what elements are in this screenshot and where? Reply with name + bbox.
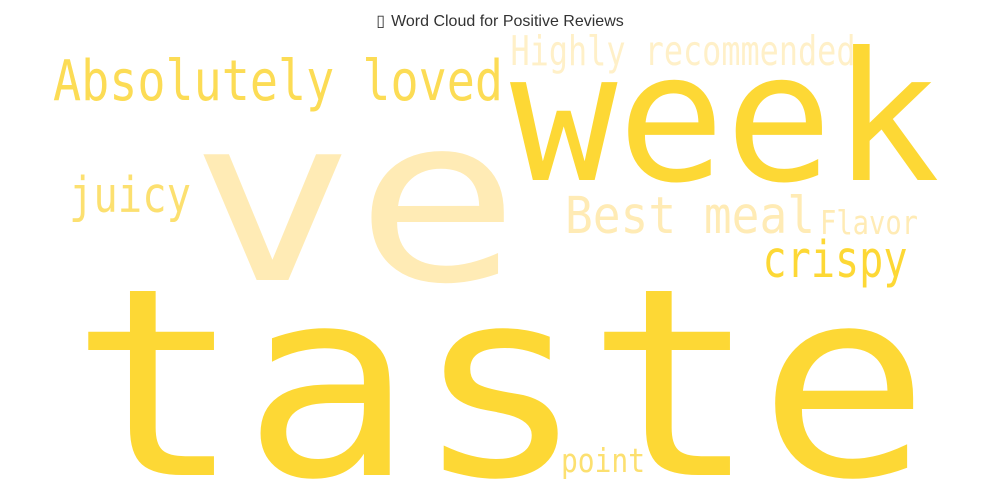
chart-title-row: ▯ Word Cloud for Positive Reviews <box>0 11 1000 31</box>
word-flavor: Flavor <box>820 203 918 242</box>
word-point: point <box>561 441 645 480</box>
word-ve: ve <box>190 68 520 335</box>
word-best-meal: Best meal <box>565 187 815 246</box>
word-taste: taste <box>70 232 930 500</box>
chart-title: Word Cloud for Positive Reviews <box>391 13 624 30</box>
word-absolutely-loved: Absolutely loved <box>53 49 503 114</box>
word-week: week <box>510 15 940 223</box>
chart-icon: ▯ <box>376 13 386 30</box>
word-highly-recommended: Highly recommended <box>511 27 856 75</box>
word-juicy: juicy <box>69 167 191 224</box>
word-crispy: crispy <box>763 231 908 290</box>
